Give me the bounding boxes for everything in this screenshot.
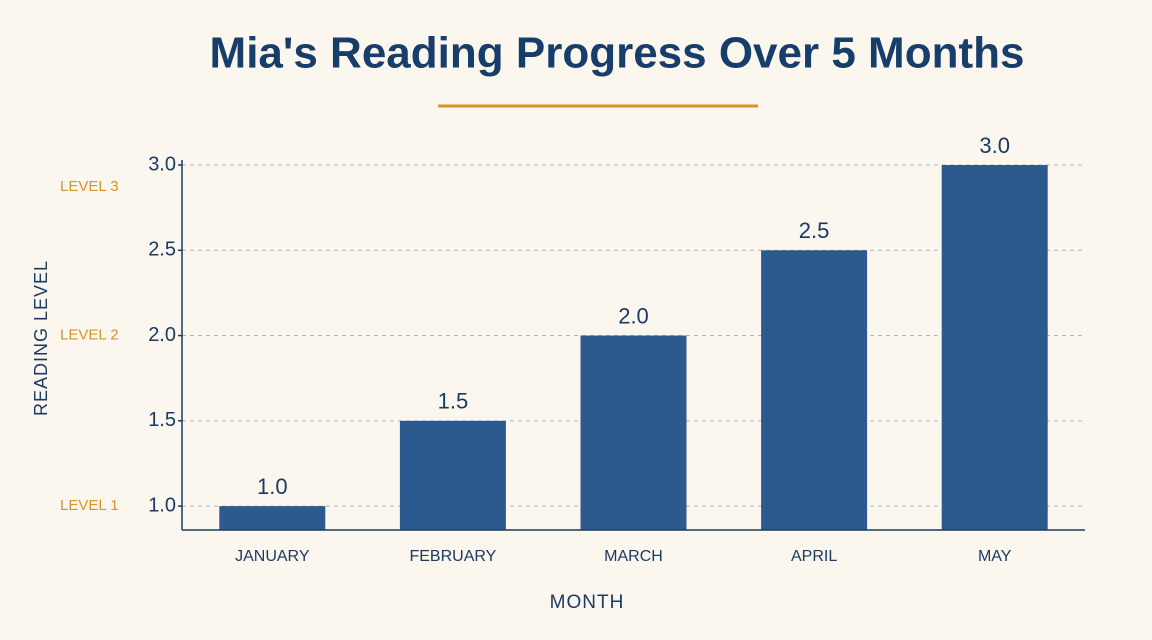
y-tick-label: 2.0 bbox=[148, 324, 176, 346]
level-label: LEVEL 2 bbox=[60, 327, 119, 344]
bar bbox=[399, 420, 506, 530]
x-tick-label: APRIL bbox=[791, 548, 837, 565]
bar bbox=[761, 250, 868, 530]
value-label: 3.0 bbox=[979, 133, 1010, 158]
value-label: 2.0 bbox=[618, 303, 649, 328]
x-tick-label: MAY bbox=[978, 548, 1012, 565]
y-tick-label: 1.5 bbox=[148, 409, 176, 431]
x-tick-label: JANUARY bbox=[235, 548, 310, 565]
x-tick-label: FEBRUARY bbox=[409, 548, 496, 565]
y-tick-label: 2.5 bbox=[148, 239, 176, 261]
bar bbox=[941, 165, 1048, 530]
x-axis-label: MONTH bbox=[550, 592, 625, 613]
chart-title: Mia's Reading Progress Over 5 Months bbox=[210, 29, 1025, 78]
y-tick-label: 3.0 bbox=[148, 153, 176, 175]
value-label: 1.0 bbox=[257, 474, 288, 499]
y-tick-label: 1.0 bbox=[148, 494, 176, 516]
value-label: 1.5 bbox=[438, 389, 469, 414]
x-tick-label: MARCH bbox=[604, 548, 663, 565]
level-label: LEVEL 1 bbox=[60, 497, 119, 514]
bar bbox=[219, 506, 326, 530]
bar bbox=[580, 335, 687, 530]
value-label: 2.5 bbox=[799, 218, 830, 243]
level-label: LEVEL 3 bbox=[60, 178, 119, 195]
y-axis-label: READING LEVEL bbox=[31, 260, 51, 416]
